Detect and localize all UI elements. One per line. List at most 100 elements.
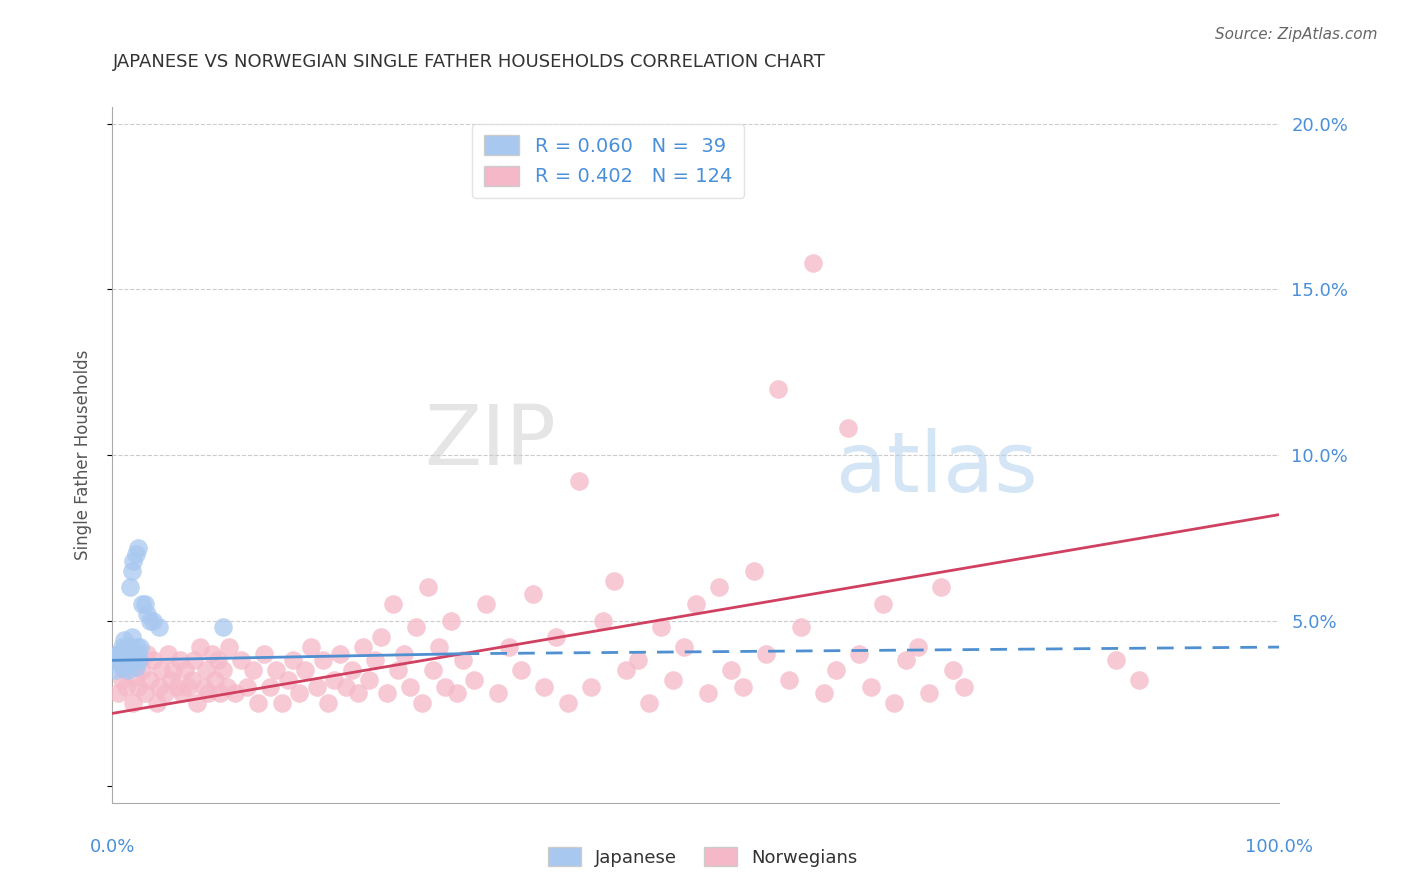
Point <box>121 564 143 578</box>
Point <box>128 653 150 667</box>
Point <box>323 673 346 688</box>
Point <box>894 653 917 667</box>
Text: atlas: atlas <box>837 428 1038 509</box>
Point <box>112 633 135 648</box>
Point <box>661 673 683 688</box>
Point <box>318 697 340 711</box>
Point <box>837 421 859 435</box>
Point <box>201 647 224 661</box>
Text: 100.0%: 100.0% <box>1246 838 1313 856</box>
Point <box>169 653 191 667</box>
Point <box>685 597 707 611</box>
Point <box>592 614 614 628</box>
Point <box>131 597 153 611</box>
Point <box>329 647 352 661</box>
Point <box>136 647 159 661</box>
Point <box>183 653 205 667</box>
Point <box>294 663 316 677</box>
Point <box>127 680 149 694</box>
Point <box>115 680 138 694</box>
Point <box>627 653 650 667</box>
Point <box>215 680 238 694</box>
Point <box>381 597 404 611</box>
Point <box>142 614 165 628</box>
Point <box>105 653 128 667</box>
Point <box>111 640 134 654</box>
Point <box>778 673 800 688</box>
Point <box>166 680 188 694</box>
Point <box>193 680 215 694</box>
Point <box>533 680 555 694</box>
Point <box>160 673 183 688</box>
Point <box>638 697 661 711</box>
Point <box>194 663 217 677</box>
Point <box>110 653 132 667</box>
Point <box>212 620 235 634</box>
Text: ZIP: ZIP <box>425 401 555 482</box>
Point <box>614 663 637 677</box>
Point <box>259 680 281 694</box>
Point <box>392 647 416 661</box>
Point <box>416 581 439 595</box>
Point <box>731 680 754 694</box>
Point <box>399 680 422 694</box>
Point <box>276 673 298 688</box>
Point <box>299 640 322 654</box>
Point <box>188 640 211 654</box>
Point <box>305 680 328 694</box>
Legend: R = 0.060   N =  39, R = 0.402   N = 124: R = 0.060 N = 39, R = 0.402 N = 124 <box>472 124 744 198</box>
Point <box>224 686 246 700</box>
Point <box>125 640 148 654</box>
Point <box>463 673 485 688</box>
Point <box>1128 673 1150 688</box>
Point <box>111 653 134 667</box>
Text: Source: ZipAtlas.com: Source: ZipAtlas.com <box>1215 27 1378 42</box>
Point <box>579 680 602 694</box>
Point <box>107 647 129 661</box>
Point <box>673 640 696 654</box>
Point <box>696 686 718 700</box>
Point <box>111 660 134 674</box>
Point <box>131 663 153 677</box>
Point <box>709 581 731 595</box>
Point <box>544 630 567 644</box>
Point <box>127 647 149 661</box>
Point <box>942 663 965 677</box>
Point <box>1105 653 1128 667</box>
Point <box>288 686 311 700</box>
Point <box>475 597 498 611</box>
Point <box>118 647 141 661</box>
Point <box>107 686 129 700</box>
Point <box>242 663 264 677</box>
Point <box>434 680 457 694</box>
Point <box>122 697 145 711</box>
Point <box>755 647 778 661</box>
Point <box>557 697 579 711</box>
Point <box>122 554 145 568</box>
Point <box>172 686 194 700</box>
Point <box>486 686 509 700</box>
Point <box>440 614 463 628</box>
Point <box>134 686 156 700</box>
Point <box>813 686 835 700</box>
Point <box>311 653 333 667</box>
Point <box>340 663 363 677</box>
Point <box>387 663 409 677</box>
Point <box>157 647 180 661</box>
Point <box>451 653 474 667</box>
Point <box>825 663 848 677</box>
Point <box>129 640 152 654</box>
Point <box>120 653 142 667</box>
Point <box>270 697 292 711</box>
Point <box>148 620 170 634</box>
Point <box>364 653 387 667</box>
Point <box>173 663 195 677</box>
Point <box>139 614 162 628</box>
Point <box>125 547 148 561</box>
Point <box>359 673 381 688</box>
Point <box>422 663 444 677</box>
Point <box>742 564 765 578</box>
Point <box>235 680 257 694</box>
Point <box>112 660 135 674</box>
Point <box>568 475 591 489</box>
